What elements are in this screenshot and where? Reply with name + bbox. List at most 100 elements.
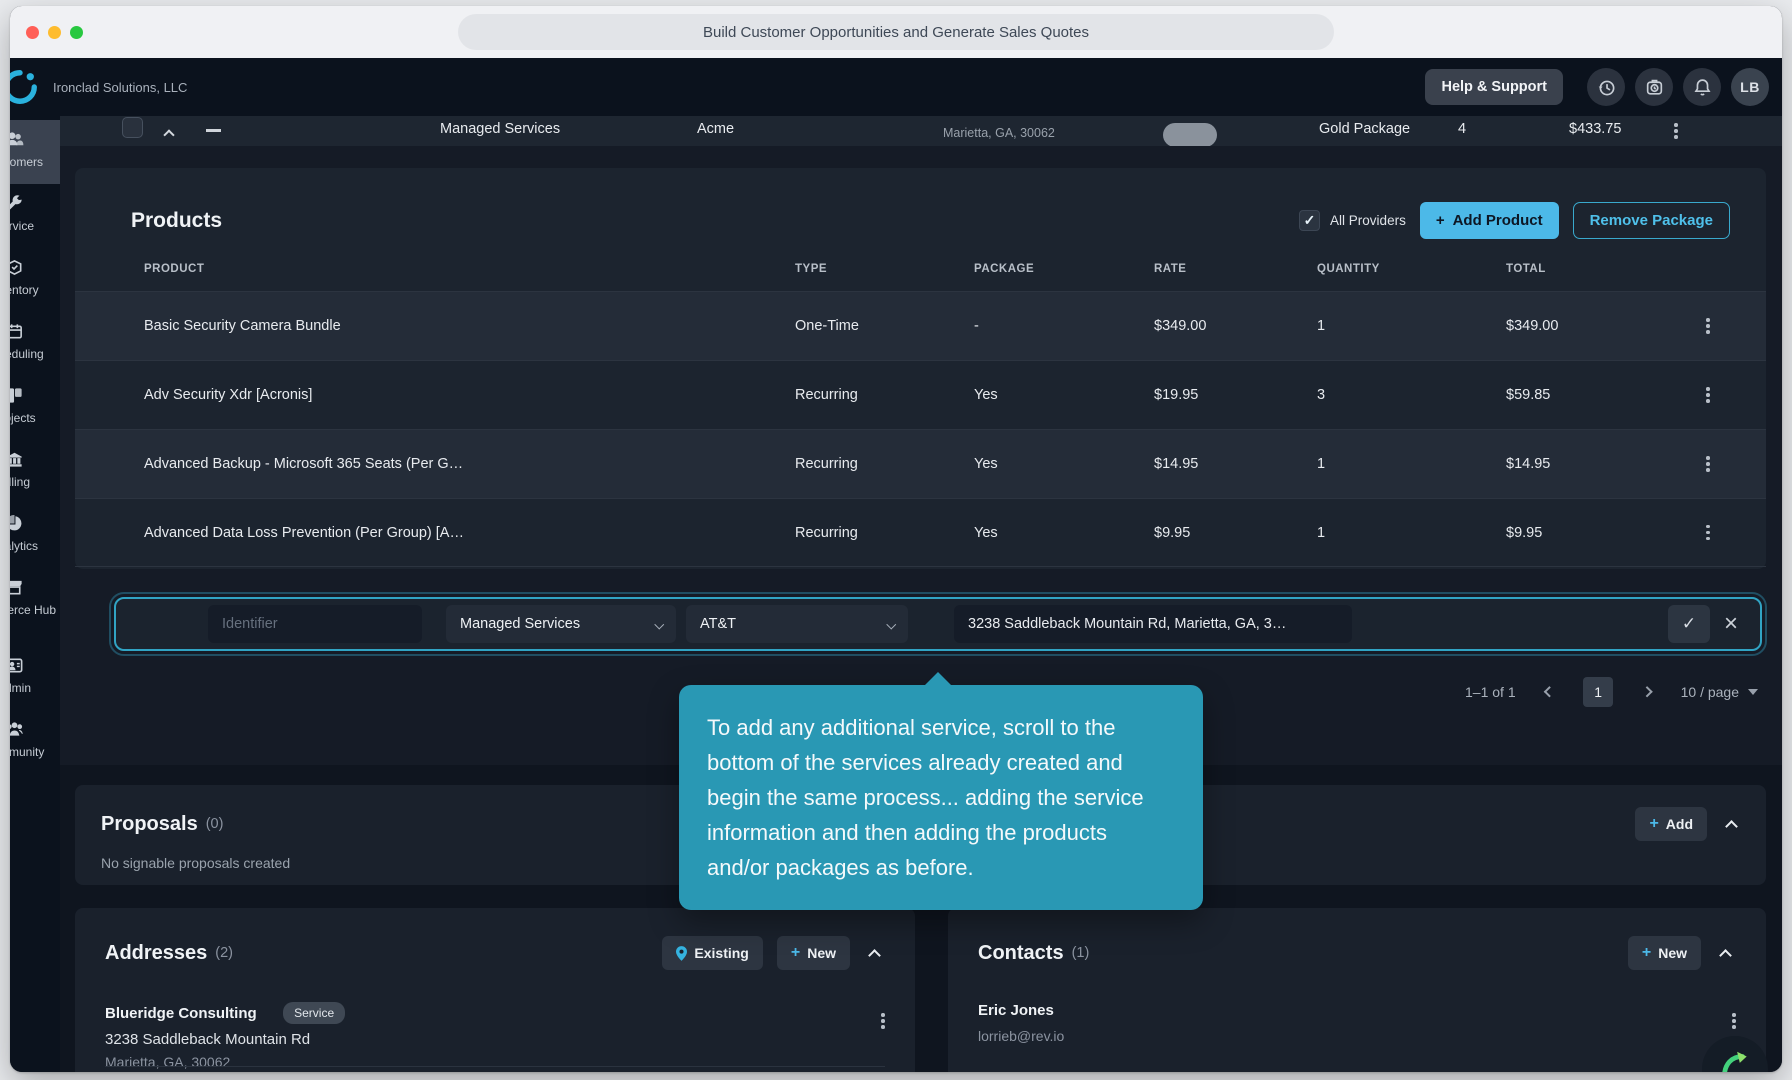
- service-toggle-pill[interactable]: [1163, 123, 1217, 146]
- cell-type: Recurring: [795, 456, 858, 472]
- previous-page-icon[interactable]: [1542, 684, 1558, 700]
- cell-package: Yes: [974, 456, 998, 472]
- cell-product: Advanced Backup - Microsoft 365 Seats (P…: [144, 456, 464, 472]
- minimize-window-button[interactable]: [48, 25, 61, 39]
- sidebar-label: Billing: [10, 475, 30, 489]
- next-page-icon[interactable]: [1639, 684, 1655, 700]
- sidebar-item-commerce-hub[interactable]: Commerce Hub: [10, 568, 60, 646]
- timeclock-icon[interactable]: [1635, 68, 1673, 106]
- collapse-proposals-chevron-icon[interactable]: [1721, 812, 1742, 837]
- cell-quantity: 1: [1317, 524, 1326, 541]
- table-row[interactable]: Basic Security Camera Bundle One-Time - …: [75, 291, 1766, 360]
- service-row-checkbox[interactable]: [122, 117, 143, 138]
- service-type-value: Managed Services: [440, 121, 561, 137]
- table-row[interactable]: Advanced Backup - Microsoft 365 Seats (P…: [75, 429, 1766, 498]
- new-address-button[interactable]: + New: [776, 936, 850, 970]
- address-menu-icon[interactable]: [875, 1008, 891, 1034]
- services-section: Managed Services Acme Marietta, GA, 3006…: [60, 116, 1782, 765]
- sidebar-label: Customers: [10, 155, 43, 169]
- page-number-button[interactable]: 1: [1583, 677, 1614, 707]
- plus-icon: +: [790, 944, 801, 961]
- app-header: Ironclad Solutions, LLC Help & Support L…: [10, 58, 1782, 116]
- chevron-down-icon: [654, 619, 664, 629]
- cancel-service-button[interactable]: ×: [1723, 610, 1738, 637]
- admin-icon: [10, 658, 22, 673]
- maximize-window-button[interactable]: [70, 25, 83, 39]
- sidebar-item-billing[interactable]: Billing: [10, 440, 60, 504]
- cell-package: Yes: [974, 524, 998, 541]
- chevron-down-icon: [886, 619, 896, 629]
- service-row-menu-icon[interactable]: [1668, 118, 1684, 144]
- existing-address-button[interactable]: Existing: [662, 936, 763, 970]
- address-list-item: Blueridge Consulting Service 3238 Saddle…: [105, 1002, 885, 1070]
- row-menu-icon[interactable]: [1700, 313, 1746, 339]
- collapse-addresses-chevron-icon[interactable]: [864, 941, 885, 966]
- new-contact-button[interactable]: + New: [1627, 936, 1701, 970]
- sidebar-item-scheduling[interactable]: Scheduling: [10, 312, 60, 376]
- cell-package: -: [974, 318, 979, 334]
- sidebar-label: Service: [10, 219, 34, 233]
- sidebar-item-inventory[interactable]: Inventory: [10, 248, 60, 312]
- add-product-button[interactable]: + Add Product: [1419, 202, 1559, 239]
- service-icon: [10, 195, 22, 210]
- cell-product: Advanced Data Loss Prevention (Per Group…: [144, 524, 464, 541]
- sidebar-label: Projects: [10, 411, 36, 425]
- caret-down-icon: [1748, 689, 1758, 695]
- sidebar-label: Commerce Hub: [10, 603, 57, 617]
- row-menu-icon[interactable]: [1700, 382, 1746, 408]
- column-header-package: PACKAGE: [974, 263, 1035, 275]
- cell-quantity: 1: [1317, 456, 1326, 472]
- sidebar-label: Scheduling: [10, 347, 44, 361]
- help-support-button[interactable]: Help & Support: [1425, 69, 1563, 105]
- service-package-value: Gold Package: [1319, 121, 1411, 137]
- address-type-badge: Service: [283, 1002, 346, 1024]
- history-icon[interactable]: [1587, 68, 1625, 106]
- all-providers-checkbox[interactable]: ✓: [1299, 210, 1321, 231]
- table-row[interactable]: Adv Security Xdr [Acronis] Recurring Yes…: [75, 360, 1766, 429]
- add-proposal-button[interactable]: + Add: [1635, 807, 1707, 841]
- plus-icon: +: [1435, 212, 1445, 229]
- contacts-title: Contacts: [978, 941, 1064, 964]
- sidebar-item-service[interactable]: Service: [10, 184, 60, 248]
- green-arrow-icon: [1722, 1051, 1747, 1072]
- sidebar-label: Inventory: [10, 283, 39, 297]
- notifications-bell-icon[interactable]: [1683, 68, 1721, 106]
- sidebar-item-admin[interactable]: Admin: [10, 646, 60, 710]
- contact-email: lorrieb@rev.io: [978, 1028, 1065, 1044]
- collapse-service-chevron-icon[interactable]: [163, 127, 175, 143]
- cell-rate: $19.95: [1154, 387, 1199, 403]
- cell-product: Adv Security Xdr [Acronis]: [144, 387, 313, 403]
- table-row[interactable]: Advanced Data Loss Prevention (Per Group…: [75, 498, 1766, 567]
- contact-menu-icon[interactable]: [1726, 1008, 1742, 1034]
- row-menu-icon[interactable]: [1700, 451, 1746, 477]
- list-divider: [105, 1066, 885, 1067]
- billing-icon: [10, 452, 22, 467]
- cell-total: $14.95: [1506, 456, 1551, 472]
- addresses-card: Addresses (2) Existing + New Blueridg: [75, 908, 915, 1072]
- sidebar-label: Community: [10, 745, 45, 759]
- cell-total: $59.85: [1506, 387, 1551, 403]
- service-type-select[interactable]: Managed Services: [446, 605, 676, 643]
- sidebar-item-customers[interactable]: Customers: [10, 120, 60, 184]
- page-size-select[interactable]: 10 / page: [1681, 684, 1758, 700]
- column-header-product: PRODUCT: [144, 263, 205, 275]
- close-window-button[interactable]: [26, 25, 39, 39]
- cell-rate: $9.95: [1154, 524, 1191, 541]
- service-city-value: Marietta, GA, 30062: [943, 126, 1055, 140]
- sidebar-item-community[interactable]: Community: [10, 710, 60, 774]
- remove-package-button[interactable]: Remove Package: [1572, 202, 1730, 239]
- services-pagination: 1–1 of 1 1 10 / page: [60, 651, 1782, 707]
- service-address-input[interactable]: [954, 605, 1352, 643]
- titlebar: Build Customer Opportunities and Generat…: [10, 6, 1782, 58]
- row-menu-icon[interactable]: [1700, 520, 1746, 546]
- collapse-contacts-chevron-icon[interactable]: [1715, 941, 1736, 966]
- sidebar-item-analytics[interactable]: Analytics: [10, 504, 60, 568]
- products-table-header: PRODUCT TYPE PACKAGE RATE QUANTITY TOTAL: [75, 263, 1766, 291]
- column-header-total: TOTAL: [1506, 263, 1546, 275]
- confirm-service-button[interactable]: ✓: [1667, 605, 1710, 643]
- user-avatar[interactable]: LB: [1731, 68, 1769, 106]
- provider-select[interactable]: AT&T: [686, 605, 908, 643]
- sidebar-item-projects[interactable]: Projects: [10, 376, 60, 440]
- identifier-input[interactable]: [208, 605, 422, 643]
- address-city: Marietta, GA, 30062: [105, 1054, 231, 1070]
